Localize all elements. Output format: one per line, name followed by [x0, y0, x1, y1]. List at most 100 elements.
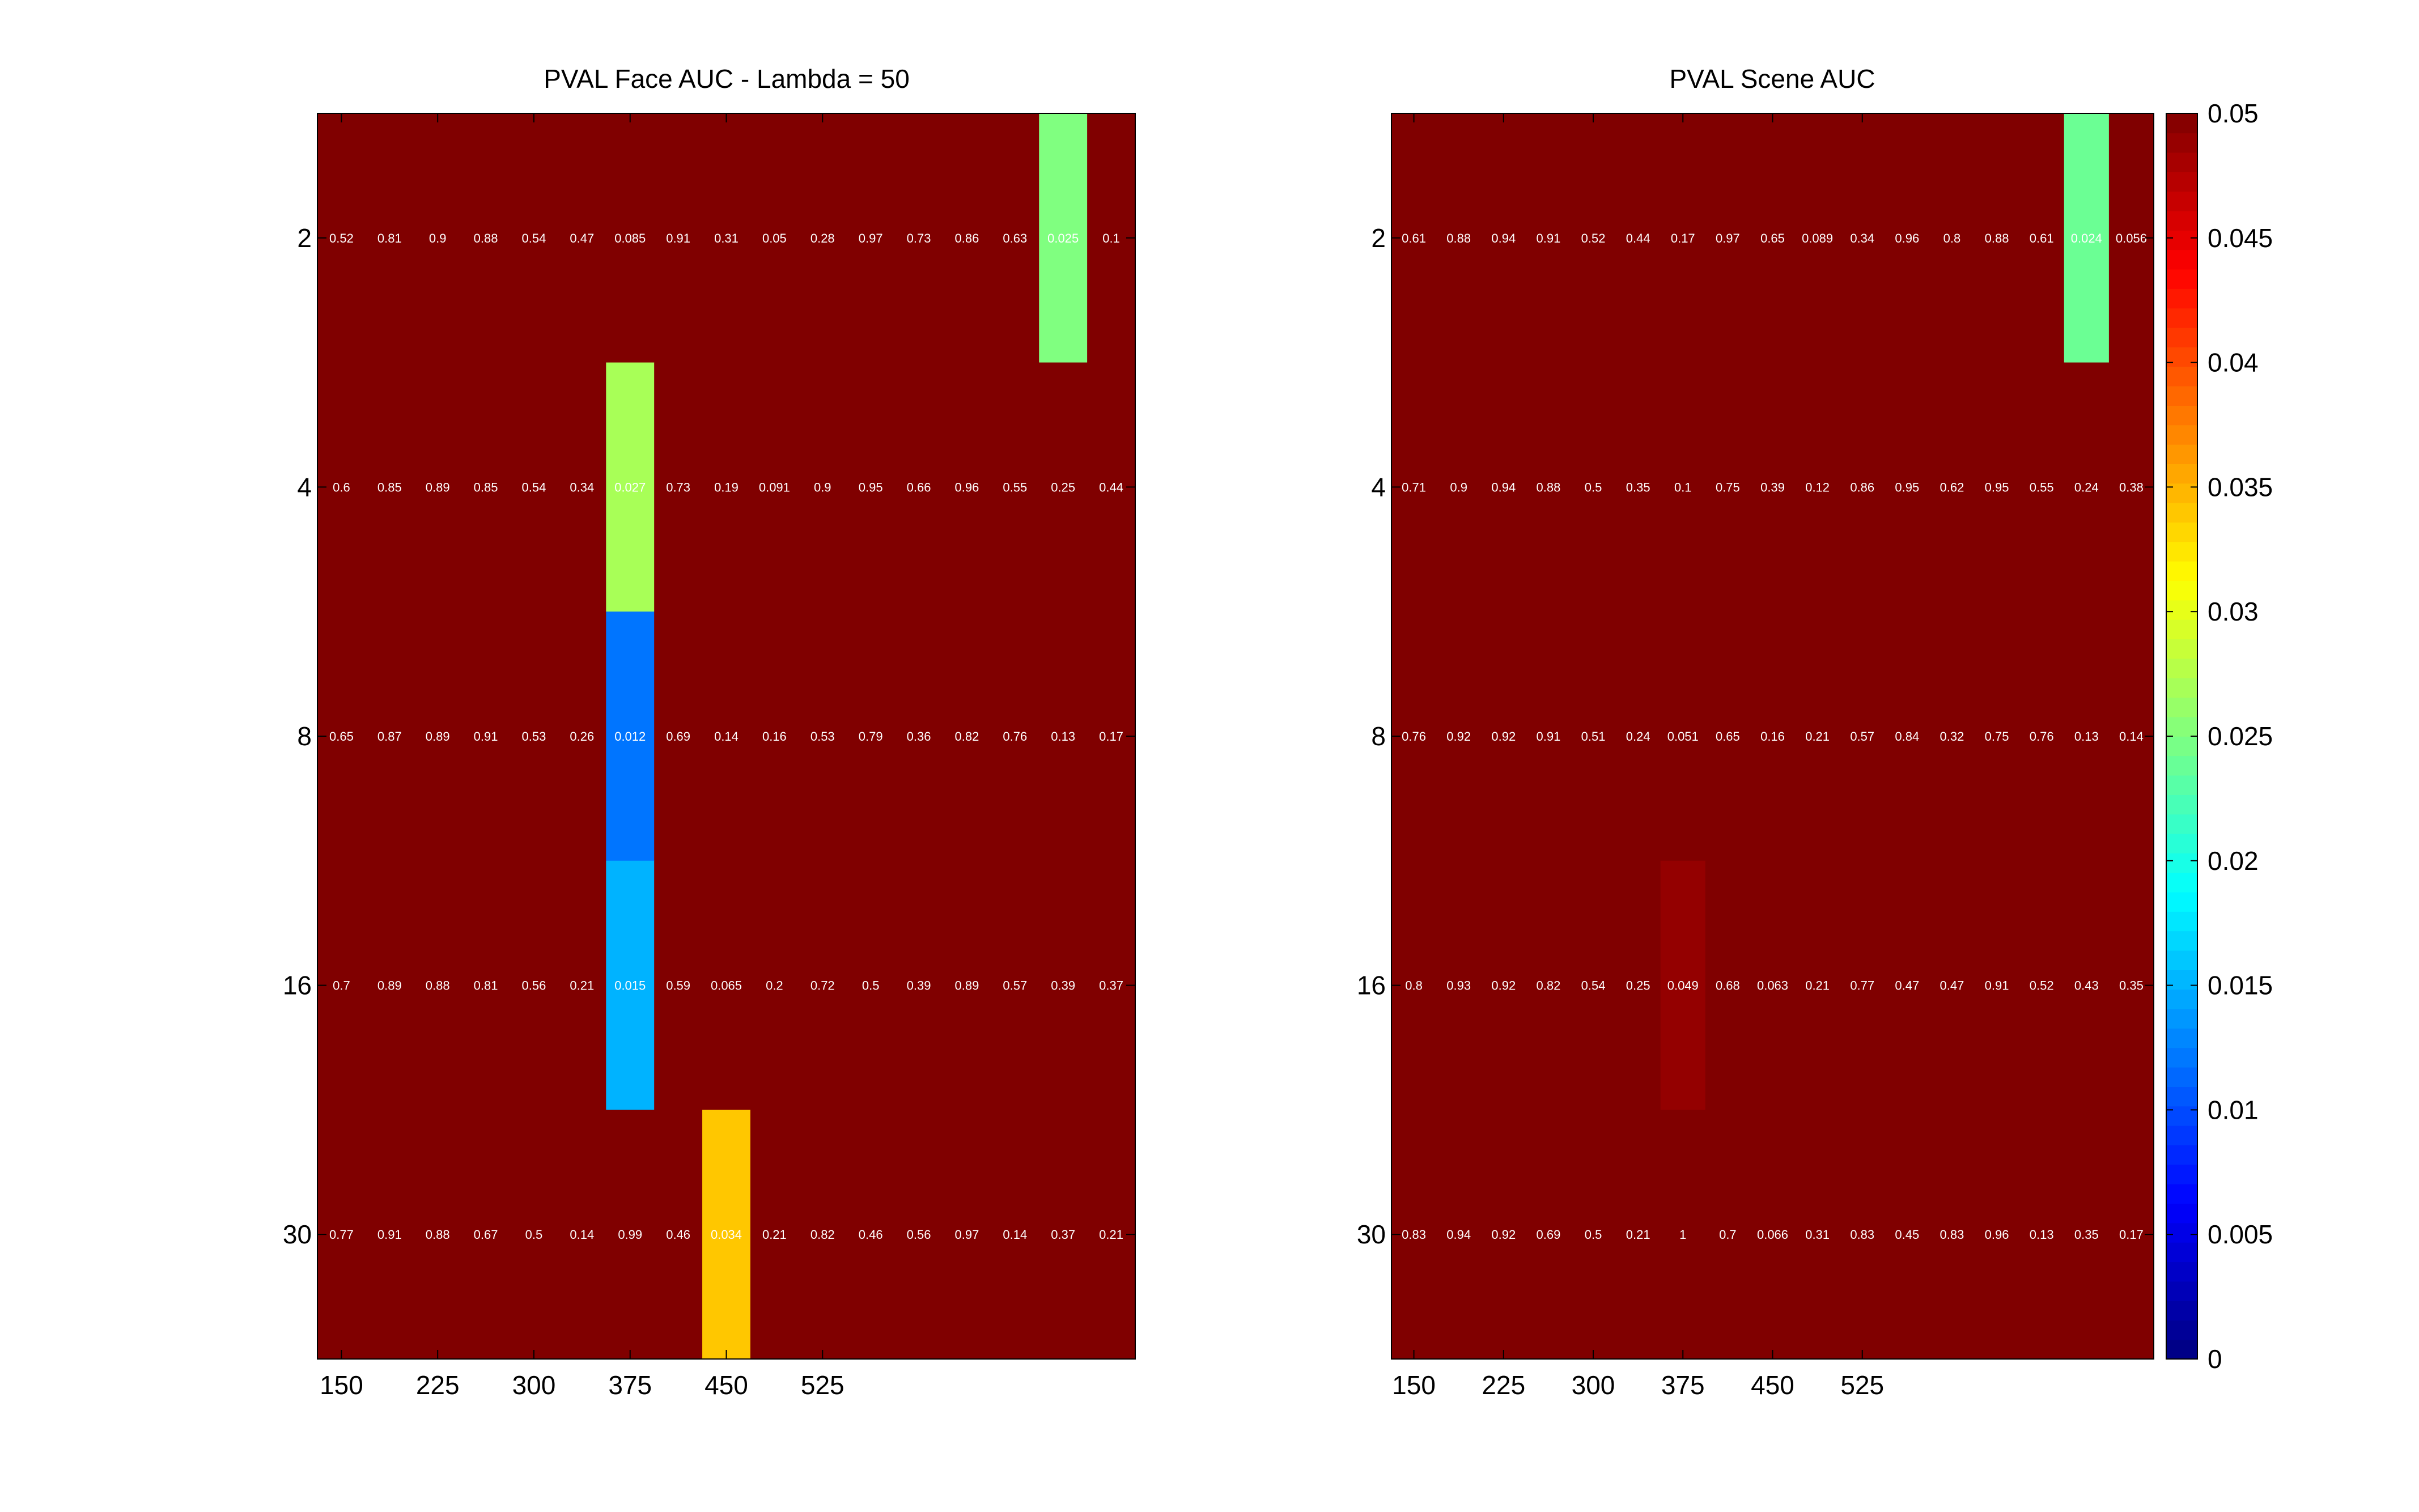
cell-value-label: 0.76 [2030, 729, 2054, 744]
heatmap-cell [654, 1110, 703, 1360]
heatmap-cell [1039, 860, 1088, 1110]
heatmap-cell [1436, 1110, 1482, 1360]
cell-value-label: 0.46 [859, 1228, 883, 1242]
cell-value-label: 0.91 [1536, 729, 1560, 744]
cell-value-label: 0.1 [1674, 480, 1692, 494]
colorbar-segment [2166, 891, 2197, 912]
heatmap-cell [894, 362, 944, 612]
cell-value-label: 0.24 [1626, 729, 1650, 744]
colorbar-segment [2166, 716, 2197, 737]
colorbar-segment [2166, 580, 2197, 601]
cell-value-label: 0.85 [474, 480, 498, 494]
cell-value-label: 0.54 [522, 480, 546, 494]
cell-value-label: 0.31 [714, 231, 739, 245]
heatmap-cell [1705, 1110, 1751, 1360]
heatmap-cell [365, 113, 414, 363]
heatmap-cell [1615, 860, 1661, 1110]
heatmap-cell [606, 1110, 655, 1360]
colorbar-segment [2166, 1067, 2197, 1087]
colorbar-tick-label: 0.01 [2208, 1095, 2259, 1124]
colorbar-segment [2166, 522, 2197, 542]
cell-value-label: 0.027 [614, 480, 646, 494]
cell-value-label: 0.65 [1716, 729, 1740, 744]
cell-value-label: 0.21 [1805, 979, 1830, 993]
heatmap-cell [413, 1110, 462, 1360]
colorbar: 0 0.005 0.01 0.015 0.02 0.025 0.03 0.035 0.04 0.0… [2166, 99, 2273, 1374]
cell-value-label: 0.7 [1719, 1228, 1737, 1242]
heatmap-cell [2064, 113, 2110, 363]
heatmap-cell [2019, 611, 2065, 861]
colorbar-segment [2166, 541, 2197, 562]
cell-value-label: 0.91 [666, 231, 690, 245]
colorbar-tick-label: 0.03 [2208, 597, 2259, 626]
cell-value-label: 0.87 [377, 729, 402, 744]
heatmap-cell [365, 860, 414, 1110]
cell-value-label: 0.47 [1940, 979, 1964, 993]
heatmap-cell [2064, 860, 2110, 1110]
cell-value-label: 0.13 [2074, 729, 2099, 744]
cell-value-label: 0.025 [1047, 231, 1079, 245]
cell-value-label: 0.5 [525, 1228, 543, 1242]
cell-value-label: 0.39 [907, 979, 931, 993]
cell-value-label: 0.61 [2030, 231, 2054, 245]
colorbar-segment [2166, 795, 2197, 815]
heatmap-cell [943, 1110, 991, 1360]
heatmap-cell [1481, 1110, 1526, 1360]
cell-value-label: 0.88 [426, 979, 450, 993]
cell-value-label: 0.72 [810, 979, 835, 993]
cell-value-label: 0.69 [666, 729, 690, 744]
heatmap-cell [365, 1110, 414, 1360]
cell-value-label: 0.25 [1051, 480, 1075, 494]
colorbar-tick-label: 0.015 [2208, 971, 2273, 1000]
heatmap-cell [606, 113, 655, 363]
heatmap-cell [2019, 113, 2065, 363]
cell-value-label: 1 [1679, 1228, 1686, 1242]
cell-value-label: 0.089 [1802, 231, 1833, 245]
heatmap-cell [1615, 1110, 1661, 1360]
heatmap-cell [558, 611, 606, 861]
cell-value-label: 0.44 [1626, 231, 1650, 245]
heatmap-cell [1974, 611, 2020, 861]
cell-value-label: 0.26 [570, 729, 594, 744]
heatmap-cell [991, 860, 1039, 1110]
cell-value-label: 0.82 [954, 729, 979, 744]
colorbar-segment [2166, 230, 2197, 250]
heatmap-cell [1885, 362, 1930, 612]
cell-value-label: 0.2 [766, 979, 783, 993]
cell-value-label: 0.28 [810, 231, 835, 245]
cell-value-label: 0.95 [1985, 480, 2009, 494]
cell-value-label: 0.88 [474, 231, 498, 245]
colorbar-segment [2166, 288, 2197, 309]
colorbar-segment [2166, 755, 2197, 776]
colorbar-segment [2166, 1300, 2197, 1321]
cell-value-label: 0.97 [1716, 231, 1740, 245]
heatmap-cell [1481, 362, 1526, 612]
colorbar-segment [2166, 385, 2197, 406]
cell-value-label: 0.93 [1446, 979, 1471, 993]
cell-value-label: 0.66 [907, 480, 931, 494]
heatmap-cell [1436, 611, 1482, 861]
colorbar-segment [2166, 658, 2197, 678]
heatmap-cell [606, 611, 655, 861]
heatmap-cell [846, 362, 896, 612]
colorbar-tick-label: 0.035 [2208, 472, 2273, 502]
colorbar-segment [2166, 444, 2197, 464]
heatmap-cell [1571, 1110, 1616, 1360]
cell-value-label: 0.8 [1405, 979, 1423, 993]
colorbar-segment [2166, 405, 2197, 426]
cell-value-label: 0.24 [2074, 480, 2099, 494]
colorbar-segment [2166, 619, 2197, 640]
colorbar-segment [2166, 931, 2197, 951]
cell-value-label: 0.92 [1491, 729, 1516, 744]
heatmap-cell [750, 362, 799, 612]
heatmap-cell [1929, 1110, 1975, 1360]
cell-value-label: 0.77 [1850, 979, 1874, 993]
cell-value-label: 0.17 [1099, 729, 1123, 744]
cell-value-label: 0.38 [2119, 480, 2144, 494]
cell-value-label: 0.056 [2116, 231, 2147, 245]
cell-value-label: 0.89 [377, 979, 402, 993]
heatmap-cell [702, 860, 751, 1110]
heatmap-cell [894, 113, 944, 363]
cell-value-label: 0.35 [1626, 480, 1650, 494]
colorbar-segment [2166, 1106, 2197, 1126]
